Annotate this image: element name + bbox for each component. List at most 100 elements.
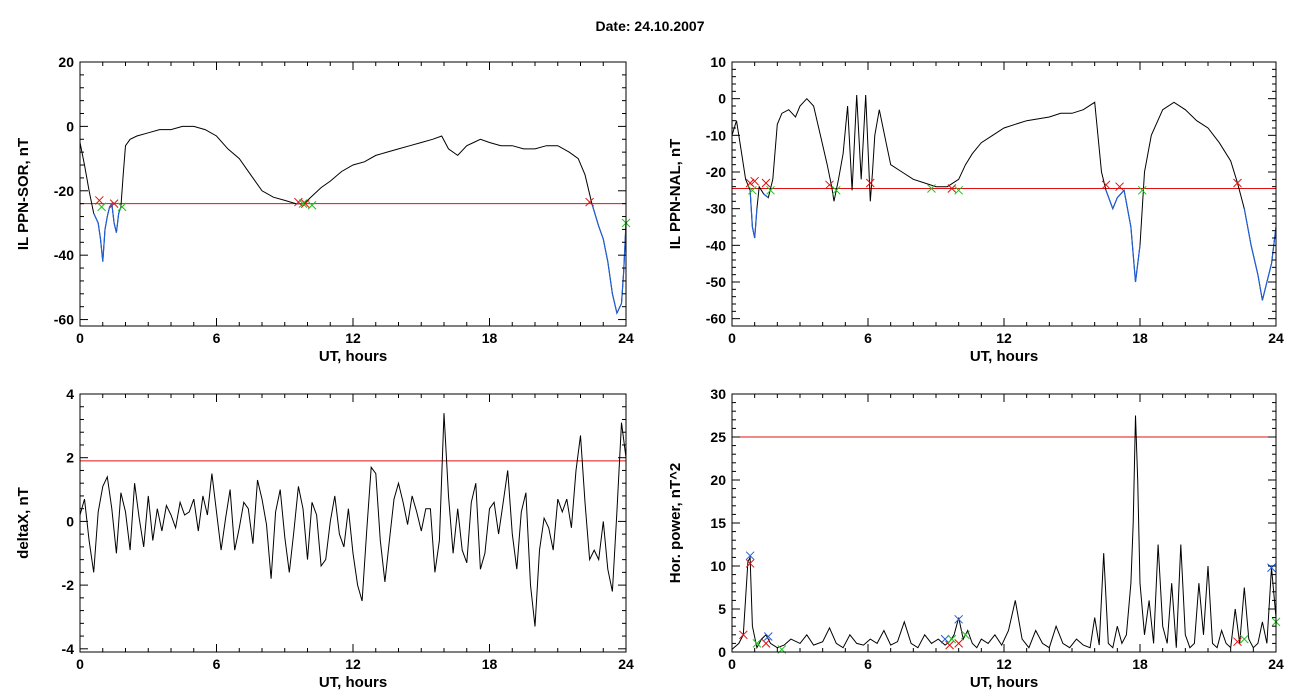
marker-blue-2 <box>940 634 950 644</box>
x-tick-label: 0 <box>76 330 84 346</box>
y-tick-label: 20 <box>710 472 726 488</box>
x-tick-label: 18 <box>1132 656 1148 672</box>
marker-end-2 <box>298 199 308 209</box>
marker-blue-1 <box>763 632 773 641</box>
marker-blue-4 <box>1267 563 1276 573</box>
x-tick-label: 0 <box>76 656 84 672</box>
x-axis-label: UT, hours <box>319 348 387 365</box>
marker-start-0 <box>94 196 104 205</box>
x-axis-label: UT, hours <box>970 674 1038 691</box>
y-tick-label: -60 <box>706 311 726 327</box>
x-tick-label: 12 <box>996 330 1012 346</box>
x-tick-label: 18 <box>1132 330 1148 346</box>
x-tick-label: 24 <box>1268 656 1284 672</box>
marker-end-1 <box>117 202 127 212</box>
figure-title: Date: 24.10.2007 <box>595 18 705 34</box>
y-tick-label: -40 <box>706 237 726 253</box>
y-tick-label: 0 <box>66 513 74 529</box>
y-tick-label: 25 <box>710 429 726 445</box>
x-tick-label: 6 <box>864 656 872 672</box>
series-line-0 <box>79 125 627 315</box>
plot-frame <box>731 61 1277 327</box>
marker-red-4 <box>954 639 964 648</box>
x-axis-label: UT, hours <box>319 674 387 691</box>
x-tick-label: 0 <box>728 330 736 346</box>
y-axis-label: Hor. power, nT^2 <box>667 463 684 583</box>
marker-end-2 <box>831 185 841 195</box>
marker-start-1 <box>109 199 119 209</box>
marker-end-4 <box>954 185 964 195</box>
series-line-0 <box>731 415 1277 650</box>
y-tick-label: 10 <box>710 558 726 574</box>
y-tick-label: 0 <box>66 118 74 134</box>
y-tick-label: -40 <box>54 247 74 263</box>
x-tick-label: 12 <box>345 656 361 672</box>
y-tick-label: -30 <box>706 201 726 217</box>
x-tick-label: 0 <box>728 656 736 672</box>
marker-green-4 <box>1239 634 1249 644</box>
y-tick-label: 30 <box>710 386 726 402</box>
marker-red-2 <box>761 639 771 648</box>
y-tick-label: 0 <box>718 91 726 107</box>
below-threshold-segment-5 <box>763 193 769 199</box>
x-tick-label: 24 <box>618 656 634 672</box>
x-tick-label: 12 <box>996 656 1012 672</box>
marker-blue-3 <box>954 614 964 624</box>
marker-green-0 <box>752 639 762 648</box>
marker-start-4 <box>865 178 875 188</box>
plot-frame <box>79 393 627 653</box>
below-threshold-segment-56 <box>1243 208 1277 301</box>
marker-red-1 <box>745 559 755 568</box>
marker-start-3 <box>300 199 310 209</box>
x-tick-label: 18 <box>482 656 498 672</box>
marker-end-3 <box>927 184 936 193</box>
marker-start-3 <box>825 180 834 190</box>
marker-red-0 <box>738 630 748 640</box>
y-tick-label: -50 <box>706 274 726 290</box>
y-axis-label: IL PPN-NAL, nT <box>667 139 684 250</box>
y-tick-label: -20 <box>54 183 74 199</box>
y-tick-label: 2 <box>66 450 74 466</box>
marker-red-5 <box>1233 637 1242 647</box>
below-threshold-segment-49 <box>591 203 627 315</box>
series-line-0 <box>731 94 1277 301</box>
marker-end-1 <box>766 185 775 195</box>
y-tick-label: 15 <box>710 515 726 531</box>
marker-start-2 <box>761 178 771 188</box>
x-tick-label: 6 <box>213 330 221 346</box>
marker-start-8 <box>1233 178 1242 188</box>
marker-end-3 <box>307 200 317 210</box>
x-tick-label: 12 <box>345 330 361 346</box>
plot-frame <box>731 393 1277 653</box>
plot-frame <box>79 61 627 327</box>
marker-start-7 <box>1115 182 1124 192</box>
y-tick-label: -2 <box>62 577 75 593</box>
y-tick-label: 10 <box>710 54 726 70</box>
marker-red-3 <box>945 640 954 650</box>
x-tick-label: 24 <box>618 330 634 346</box>
x-tick-label: 6 <box>864 330 872 346</box>
below-threshold-segment-46 <box>1105 189 1141 283</box>
x-tick-label: 18 <box>482 330 498 346</box>
y-axis-label: deltaX, nT <box>15 487 32 559</box>
below-threshold-segment-4 <box>749 190 758 239</box>
marker-end-0 <box>748 185 757 195</box>
marker-start-1 <box>750 176 760 186</box>
below-threshold-segment-3 <box>93 202 122 262</box>
y-tick-label: -10 <box>706 127 726 143</box>
marker-start-2 <box>294 197 303 207</box>
marker-green-3 <box>961 630 970 640</box>
panel-il-ppn-nal: 0 6 12 18 24 -60 -50 -40 -30 -20 -10 0 10 UT, hours IL… <box>667 54 1284 365</box>
y-axis-label: IL PPN-SOR, nT <box>15 138 32 250</box>
panel-hor-power: 0 6 12 18 24 0 5 10 15 20 25 30 UT, hours Hor. power,… <box>667 386 1284 691</box>
marker-end-0 <box>97 202 106 212</box>
marker-green-2 <box>947 634 957 644</box>
series-line-0 <box>79 413 627 627</box>
marker-start-5 <box>947 184 957 193</box>
panel-il-ppn-sor: 0 6 12 18 24 -60 -40 -20 0 20 UT, hours IL PPN-SOR,… <box>15 54 634 365</box>
marker-start-4 <box>585 197 594 207</box>
y-tick-label: -20 <box>706 164 726 180</box>
y-tick-label: -4 <box>62 641 75 657</box>
